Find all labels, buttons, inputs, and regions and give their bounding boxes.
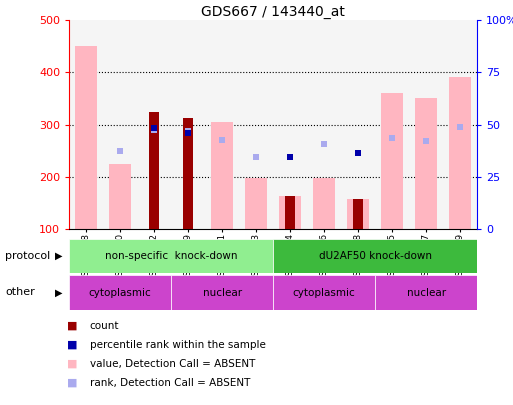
Text: ■: ■ [67,359,77,369]
Bar [205,20,239,229]
Text: cytoplasmic: cytoplasmic [89,288,152,298]
Text: dU2AF50 knock-down: dU2AF50 knock-down [319,251,431,261]
Bar [307,20,341,229]
Bar [279,196,301,229]
Text: ▶: ▶ [55,251,63,261]
Bar [137,20,171,229]
Bar [69,20,103,229]
Bar [313,178,335,229]
Bar [415,98,437,229]
Bar [381,93,403,229]
Bar [245,178,267,229]
Bar [285,196,295,229]
Bar [273,20,307,229]
Bar [69,239,273,273]
Text: percentile rank within the sample: percentile rank within the sample [90,340,266,350]
Text: ■: ■ [67,378,77,388]
Bar [149,111,159,229]
Bar [353,198,363,229]
Bar [211,122,233,229]
Bar [103,20,137,229]
Bar [341,20,375,229]
Text: count: count [90,321,120,331]
Bar [171,20,205,229]
Text: value, Detection Call = ABSENT: value, Detection Call = ABSENT [90,359,255,369]
Text: other: other [5,288,35,297]
Bar [171,275,273,310]
Bar [109,164,131,229]
Text: protocol: protocol [5,251,50,261]
Bar [273,275,375,310]
Title: GDS667 / 143440_at: GDS667 / 143440_at [201,5,345,19]
Bar [443,20,477,229]
Bar [375,275,477,310]
Bar [183,118,193,229]
Text: rank, Detection Call = ABSENT: rank, Detection Call = ABSENT [90,378,250,388]
Bar [75,46,97,229]
Text: nuclear: nuclear [203,288,242,298]
Text: ■: ■ [67,340,77,350]
Text: ■: ■ [67,321,77,331]
Text: cytoplasmic: cytoplasmic [293,288,356,298]
Bar [69,275,171,310]
Text: nuclear: nuclear [406,288,446,298]
Bar [409,20,443,229]
Bar [347,198,369,229]
Bar [449,77,471,229]
Text: ▶: ▶ [55,288,63,297]
Bar [239,20,273,229]
Bar [273,239,477,273]
Bar [375,20,409,229]
Text: non-specific  knock-down: non-specific knock-down [105,251,238,261]
